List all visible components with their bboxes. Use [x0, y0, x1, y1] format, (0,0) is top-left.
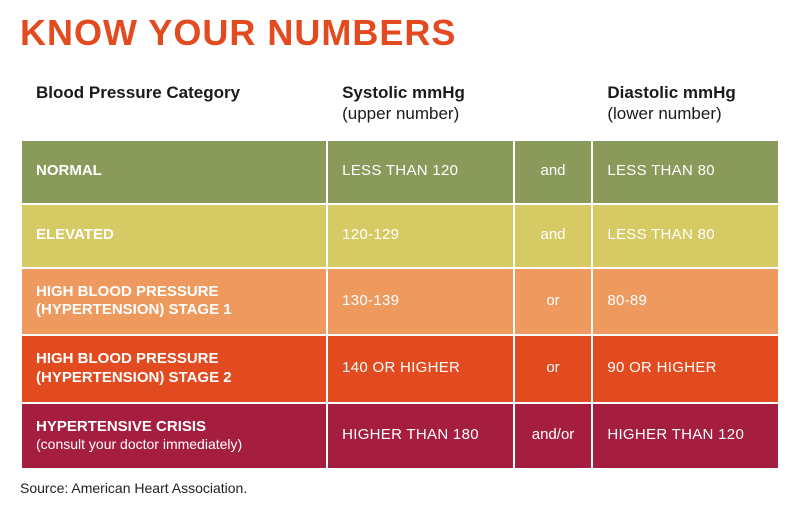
blood-pressure-table: Blood Pressure Category Systolic mmHg (u… [20, 70, 780, 470]
source-attribution: Source: American Heart Association. [20, 480, 780, 496]
category-cell: HYPERTENSIVE CRISIS(consult your doctor … [22, 404, 326, 468]
systolic-cell: 130-139 [328, 269, 513, 335]
page-title: KNOW YOUR NUMBERS [20, 12, 780, 54]
diastolic-cell: LESS THAN 80 [593, 141, 778, 203]
table-row: HYPERTENSIVE CRISIS(consult your doctor … [22, 404, 778, 468]
conjunction-cell: and [515, 141, 592, 203]
diastolic-cell: HIGHER THAN 120 [593, 404, 778, 468]
table-row: HIGH BLOOD PRESSURE (HYPERTENSION) STAGE… [22, 336, 778, 402]
category-label: HIGH BLOOD PRESSURE (HYPERTENSION) STAGE… [36, 350, 312, 388]
header-diastolic: Diastolic mmHg (lower number) [593, 72, 778, 139]
header-category-label: Blood Pressure Category [36, 83, 240, 102]
header-systolic-label: Systolic mmHg [342, 83, 465, 102]
header-diastolic-label: Diastolic mmHg [607, 83, 735, 102]
category-label: NORMAL [36, 162, 312, 181]
header-diastolic-sub: (lower number) [607, 104, 721, 123]
category-cell: NORMAL [22, 141, 326, 203]
systolic-cell: LESS THAN 120 [328, 141, 513, 203]
table-row: ELEVATED 120-129andLESS THAN 80 [22, 205, 778, 267]
table-row: HIGH BLOOD PRESSURE (HYPERTENSION) STAGE… [22, 269, 778, 335]
conjunction-cell: and [515, 205, 592, 267]
conjunction-cell: or [515, 336, 592, 402]
header-category: Blood Pressure Category [22, 72, 326, 139]
diastolic-cell: 80-89 [593, 269, 778, 335]
header-conjunction [515, 72, 592, 139]
category-sublabel: (consult your doctor immediately) [36, 436, 312, 454]
header-systolic-sub: (upper number) [342, 104, 459, 123]
category-label: HIGH BLOOD PRESSURE (HYPERTENSION) STAGE… [36, 283, 312, 321]
category-cell: ELEVATED [22, 205, 326, 267]
category-cell: HIGH BLOOD PRESSURE (HYPERTENSION) STAGE… [22, 269, 326, 335]
systolic-cell: 120-129 [328, 205, 513, 267]
table-header-row: Blood Pressure Category Systolic mmHg (u… [22, 72, 778, 139]
category-label: ELEVATED [36, 226, 312, 245]
category-label: HYPERTENSIVE CRISIS [36, 418, 312, 437]
header-systolic: Systolic mmHg (upper number) [328, 72, 513, 139]
table-row: NORMAL LESS THAN 120andLESS THAN 80 [22, 141, 778, 203]
conjunction-cell: or [515, 269, 592, 335]
category-cell: HIGH BLOOD PRESSURE (HYPERTENSION) STAGE… [22, 336, 326, 402]
conjunction-cell: and/or [515, 404, 592, 468]
systolic-cell: 140 OR HIGHER [328, 336, 513, 402]
systolic-cell: HIGHER THAN 180 [328, 404, 513, 468]
table-body: NORMALLESS THAN 120andLESS THAN 80ELEVAT… [22, 141, 778, 468]
diastolic-cell: LESS THAN 80 [593, 205, 778, 267]
diastolic-cell: 90 OR HIGHER [593, 336, 778, 402]
